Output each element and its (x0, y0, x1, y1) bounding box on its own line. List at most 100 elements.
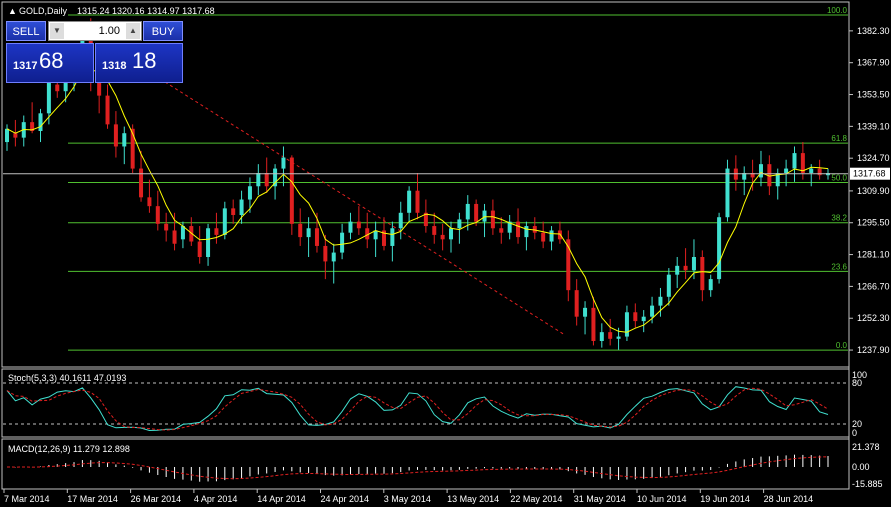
macd-axis-top: 21.378 (852, 442, 880, 452)
candle-body (708, 279, 713, 291)
main-header-title: GOLD,Daily (19, 6, 68, 16)
candle-body (55, 84, 60, 92)
candle-body (298, 223, 303, 238)
time-tick-label: 26 Mar 2014 (131, 494, 182, 504)
candle-body (289, 157, 294, 224)
candle-body (449, 228, 454, 240)
fib-label: 50.0 (831, 174, 847, 183)
candle-body (817, 168, 822, 176)
time-tick-label: 13 May 2014 (447, 494, 499, 504)
candle-body (390, 228, 395, 246)
candle-body (222, 208, 227, 235)
candle-body (273, 168, 278, 187)
candle-body (507, 221, 512, 233)
sell-price-box[interactable]: 1317 68 (6, 43, 94, 83)
time-tick-label: 24 Apr 2014 (321, 494, 370, 504)
candle-body (105, 95, 110, 125)
candle-body (164, 223, 169, 231)
candle-body (717, 217, 722, 280)
lot-decrease-icon[interactable]: ▼ (50, 23, 64, 39)
price-tick-label: 1324.70 (857, 153, 890, 163)
sell-button[interactable]: SELL (6, 21, 46, 41)
candle-body (482, 210, 487, 222)
candle-body (784, 168, 789, 173)
fib-label: 38.2 (831, 214, 847, 223)
macd-header: MACD(12,26,9) 11.279 12.898 (8, 444, 130, 454)
candle-body (407, 190, 412, 213)
candle-body (231, 208, 236, 215)
candle-body (666, 274, 671, 297)
candle-body (398, 212, 403, 229)
sell-price-prefix: 1317 (13, 60, 38, 72)
time-tick-label: 10 Jun 2014 (637, 494, 687, 504)
candle-body (608, 332, 613, 339)
candle-body (415, 190, 420, 213)
price-tick-label: 1367.90 (857, 58, 890, 68)
time-axis: 7 Mar 2014 17 Mar 2014 26 Mar 2014 4 Apr 20… (3, 489, 813, 504)
price-tick-label: 1295.50 (857, 218, 890, 228)
candle-body (624, 312, 629, 337)
candle-body (750, 173, 755, 178)
lot-size-input[interactable] (65, 23, 123, 39)
candle-body (239, 199, 244, 215)
fib-label: 100.0 (827, 6, 848, 15)
candle-body (189, 226, 194, 242)
price-axis: 1382.30 1367.90 1353.50 1339.10 1324.70 1309.… (3, 26, 890, 355)
candle-body (365, 228, 370, 240)
candle-body (323, 245, 328, 262)
buy-price-pips: 18 (132, 48, 157, 73)
candle-body (122, 133, 127, 147)
stoch-header: Stoch(5,3,3) 40.1611 47.0193 (8, 373, 126, 383)
lot-increase-icon[interactable]: ▲ (126, 23, 140, 39)
candle-body (675, 265, 680, 275)
candle-body (499, 228, 504, 233)
candle-body (139, 168, 144, 198)
candle-body (13, 133, 18, 138)
candle-body (700, 257, 705, 291)
candle-body (792, 153, 797, 169)
candle-body (800, 153, 805, 173)
stoch-main-line (6, 386, 829, 432)
fib-label: 23.6 (831, 262, 847, 271)
fib-label: 0.0 (836, 341, 848, 350)
candle-body (541, 232, 546, 242)
price-tick-label: 1353.50 (857, 90, 890, 100)
price-tick-label: 1281.10 (857, 250, 890, 260)
candle-body (465, 203, 470, 220)
candle-body (97, 80, 102, 96)
candle-body (30, 122, 35, 131)
candle-body (206, 228, 211, 257)
main-header-ohlc: 1315.24 1320.16 1314.97 1317.68 (77, 6, 215, 16)
candle-body (247, 186, 252, 200)
candle-body (650, 305, 655, 317)
time-tick-label: 22 May 2014 (510, 494, 562, 504)
buy-price-prefix: 1318 (102, 60, 127, 72)
candle-body (38, 113, 43, 131)
stoch-lines (6, 386, 829, 432)
candle-body (281, 157, 286, 169)
one-click-trading-panel: SELL ▼ ▲ BUY 1317 68 1318 18 (6, 21, 183, 83)
candle-body (130, 128, 135, 169)
trend-line[interactable] (164, 81, 566, 336)
candle-body (63, 77, 68, 92)
candle-body (725, 168, 730, 218)
candle-body (474, 203, 479, 222)
candle-body (490, 210, 495, 229)
candle-body (113, 124, 118, 147)
price-tick-label: 1237.90 (857, 345, 890, 355)
sell-price-pips: 68 (39, 48, 64, 73)
candle-body (524, 226, 529, 238)
current-price-box (850, 167, 890, 180)
candle-body (599, 332, 604, 341)
macd-signal-line (6, 456, 829, 480)
candle-body (214, 228, 219, 235)
candle-body (180, 226, 185, 240)
price-tick-label: 1309.90 (857, 186, 890, 196)
candle-body (641, 316, 646, 322)
buy-button[interactable]: BUY (143, 21, 183, 41)
buy-price-box[interactable]: 1318 18 (95, 43, 183, 83)
stoch-axis-100: 100 (852, 370, 867, 380)
candle-body (147, 197, 152, 207)
candle-body (767, 164, 772, 187)
